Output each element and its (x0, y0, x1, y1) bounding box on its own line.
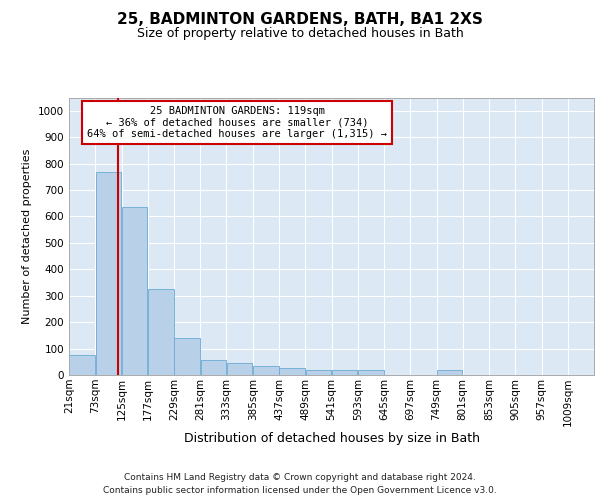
Bar (200, 360, 226, 375)
Bar (95, 172, 121, 375)
Bar (332, 370, 358, 375)
X-axis label: Distribution of detached houses by size in Bath: Distribution of detached houses by size … (184, 432, 479, 445)
Bar (148, 289, 173, 375)
Bar (280, 368, 305, 375)
Text: 25, BADMINTON GARDENS, BATH, BA1 2XS: 25, BADMINTON GARDENS, BATH, BA1 2XS (117, 12, 483, 28)
Bar (305, 370, 331, 375)
Text: Contains HM Land Registry data © Crown copyright and database right 2024.
Contai: Contains HM Land Registry data © Crown c… (103, 474, 497, 495)
Text: 25 BADMINTON GARDENS: 119sqm
← 36% of detached houses are smaller (734)
64% of s: 25 BADMINTON GARDENS: 119sqm ← 36% of de… (87, 106, 387, 139)
Bar (122, 207, 148, 375)
Bar (175, 338, 200, 375)
Y-axis label: Number of detached properties: Number of detached properties (22, 148, 32, 324)
Bar (437, 370, 463, 375)
Text: Size of property relative to detached houses in Bath: Size of property relative to detached ho… (137, 28, 463, 40)
Bar (227, 362, 253, 375)
Bar (253, 366, 278, 375)
Bar (358, 370, 383, 375)
Bar (70, 355, 95, 375)
